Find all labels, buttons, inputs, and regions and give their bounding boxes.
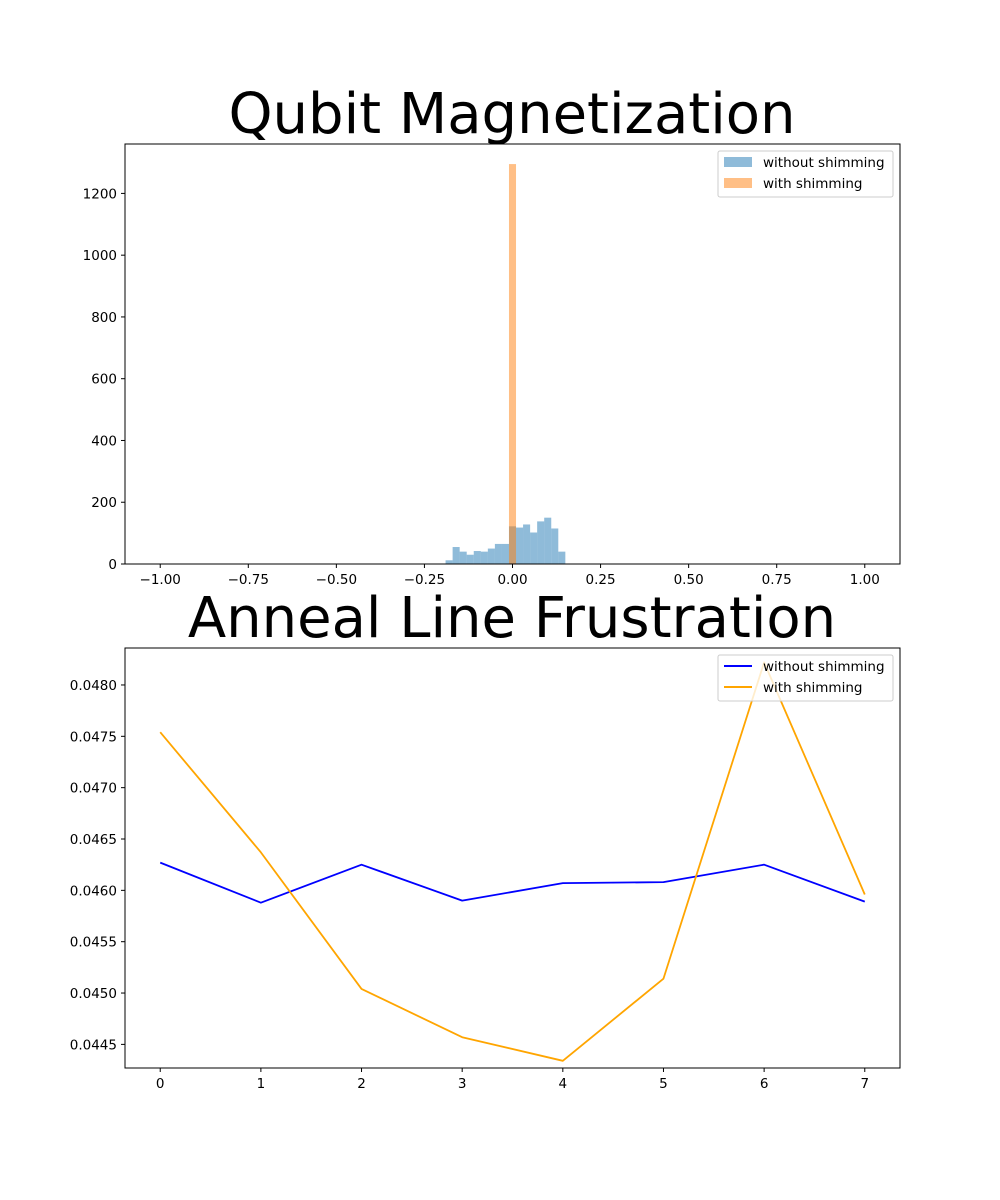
x-tick-label: 6: [760, 1076, 769, 1092]
y-tick-label: 0.0445: [70, 1037, 117, 1053]
x-tick-label: 0.75: [762, 572, 792, 588]
x-tick-label: 4: [559, 1076, 568, 1092]
y-tick-label: 0.0475: [70, 729, 117, 745]
histogram-bar: [452, 547, 460, 564]
y-tick-label: 600: [91, 372, 117, 388]
y-tick-label: 800: [91, 310, 117, 326]
x-axis-ticks: 0 1 2 3 4 5 6 7: [156, 1068, 869, 1092]
x-tick-label: 1.00: [850, 572, 880, 588]
histogram-bar: [544, 517, 552, 564]
legend: without shimming with shimming: [717, 654, 894, 702]
legend-swatch-with-shimming: [724, 178, 752, 188]
y-tick-label: 0.0480: [70, 678, 117, 694]
legend-label-with-shimming: with shimming: [763, 176, 862, 192]
x-tick-label: 0.50: [674, 572, 704, 588]
histogram-bar: [487, 548, 495, 564]
x-tick-label: −1.00: [140, 572, 181, 588]
legend-box: [717, 654, 894, 702]
x-tick-label: 5: [659, 1076, 668, 1092]
chart-title: Qubit Magnetization: [228, 82, 795, 147]
y-tick-label: 0.0455: [70, 935, 117, 951]
x-tick-label: 3: [458, 1076, 467, 1092]
y-tick-label: 0.0470: [70, 781, 117, 797]
histogram-bars: [445, 164, 566, 564]
x-tick-label: 0.25: [586, 572, 616, 588]
y-tick-label: 400: [91, 433, 117, 449]
histogram-bar: [480, 551, 488, 564]
histogram-bar: [466, 554, 474, 564]
y-tick-label: 0.0460: [70, 883, 117, 899]
series-line: [159, 661, 866, 1062]
histogram-bar: [473, 551, 481, 564]
y-axis-ticks: 0.0445 0.0450 0.0455 0.0460 0.0465 0.0470 0.04…: [70, 678, 125, 1053]
histogram-bar: [523, 524, 531, 564]
x-tick-label: −0.25: [404, 572, 445, 588]
legend: without shimming with shimming: [717, 150, 894, 198]
series-lines: [159, 661, 866, 1062]
series-line: [159, 861, 866, 904]
x-tick-label: 1: [257, 1076, 266, 1092]
histogram-bar: [508, 164, 517, 564]
legend-swatch-without-shimming: [724, 157, 752, 167]
y-tick-label: 0: [108, 557, 117, 573]
x-tick-label: −0.75: [228, 572, 269, 588]
histogram-bar: [551, 528, 559, 564]
x-tick-label: −0.50: [316, 572, 357, 588]
x-tick-label: 7: [860, 1076, 869, 1092]
histogram-bar: [494, 543, 502, 564]
x-tick-label: 2: [357, 1076, 366, 1092]
plot-frame: [124, 647, 901, 1069]
legend-label-with-shimming: with shimming: [763, 680, 862, 696]
chart-title: Anneal Line Frustration: [188, 586, 836, 651]
qubit-magnetization-chart: Qubit Magnetization −1.00 −0.75 −0.50 −0.25…: [83, 82, 901, 588]
x-tick-label: 0: [156, 1076, 165, 1092]
histogram-bar: [516, 527, 524, 564]
y-tick-label: 1200: [83, 186, 117, 202]
legend-label-without-shimming: without shimming: [763, 155, 885, 171]
x-tick-label: 0.00: [497, 572, 527, 588]
y-tick-label: 1000: [83, 248, 117, 264]
histogram-bar: [459, 551, 467, 564]
x-axis-ticks: −1.00 −0.75 −0.50 −0.25 0.00 0.25 0.50 0.75 1.00: [140, 564, 880, 588]
histogram-bar: [558, 551, 566, 564]
legend-box: [717, 150, 894, 198]
histogram-bar: [530, 532, 538, 564]
plot-frame: [124, 143, 901, 565]
histogram-bar: [445, 560, 453, 564]
y-axis-ticks: 0 200 400 600 800 1000 1200: [83, 186, 125, 573]
legend-label-without-shimming: without shimming: [763, 659, 885, 675]
y-tick-label: 0.0465: [70, 832, 117, 848]
y-tick-label: 0.0450: [70, 986, 117, 1002]
y-tick-label: 200: [91, 495, 117, 511]
histogram-bar: [537, 521, 545, 564]
histogram-bar: [501, 543, 509, 564]
